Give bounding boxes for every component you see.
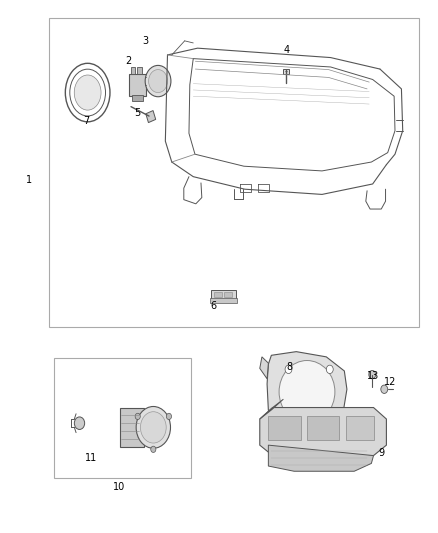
Bar [346, 416, 374, 440]
Polygon shape [268, 445, 374, 471]
Ellipse shape [279, 360, 335, 423]
Circle shape [326, 415, 333, 424]
Text: 8: 8 [286, 362, 292, 372]
Bar [54, 358, 191, 478]
Circle shape [151, 446, 156, 453]
Bar [224, 292, 232, 297]
Bar [138, 68, 142, 74]
Bar [132, 95, 143, 101]
Bar [210, 298, 237, 303]
Circle shape [326, 365, 333, 374]
Circle shape [136, 407, 170, 448]
Bar [283, 69, 289, 74]
Text: 10: 10 [113, 482, 126, 492]
Bar [307, 416, 339, 440]
Circle shape [148, 70, 167, 93]
Circle shape [74, 417, 85, 430]
Text: 2: 2 [125, 56, 131, 66]
Circle shape [285, 415, 292, 424]
Text: 1: 1 [26, 175, 32, 185]
Circle shape [285, 365, 292, 374]
Bar [129, 74, 146, 96]
Ellipse shape [65, 63, 110, 122]
Bar [214, 292, 222, 297]
Text: 7: 7 [84, 116, 90, 126]
Bar [131, 68, 135, 74]
Polygon shape [260, 399, 283, 419]
Polygon shape [260, 357, 268, 379]
Circle shape [141, 411, 166, 443]
Circle shape [381, 385, 388, 393]
Ellipse shape [74, 75, 101, 110]
Circle shape [135, 413, 140, 419]
Bar [268, 416, 300, 440]
Ellipse shape [70, 69, 106, 116]
Text: 12: 12 [384, 377, 396, 387]
Bar [146, 110, 155, 123]
Bar [49, 19, 419, 327]
Polygon shape [267, 352, 347, 437]
Bar [120, 408, 144, 447]
Text: 13: 13 [367, 371, 379, 381]
Bar [211, 290, 236, 300]
Text: 5: 5 [134, 108, 141, 118]
Polygon shape [260, 408, 386, 456]
Text: 9: 9 [378, 448, 384, 458]
Circle shape [166, 413, 172, 419]
Text: 6: 6 [211, 301, 217, 311]
Text: 4: 4 [283, 45, 290, 55]
Text: 3: 3 [142, 36, 148, 46]
Circle shape [369, 370, 376, 379]
Circle shape [145, 66, 171, 97]
Text: 11: 11 [85, 453, 97, 463]
